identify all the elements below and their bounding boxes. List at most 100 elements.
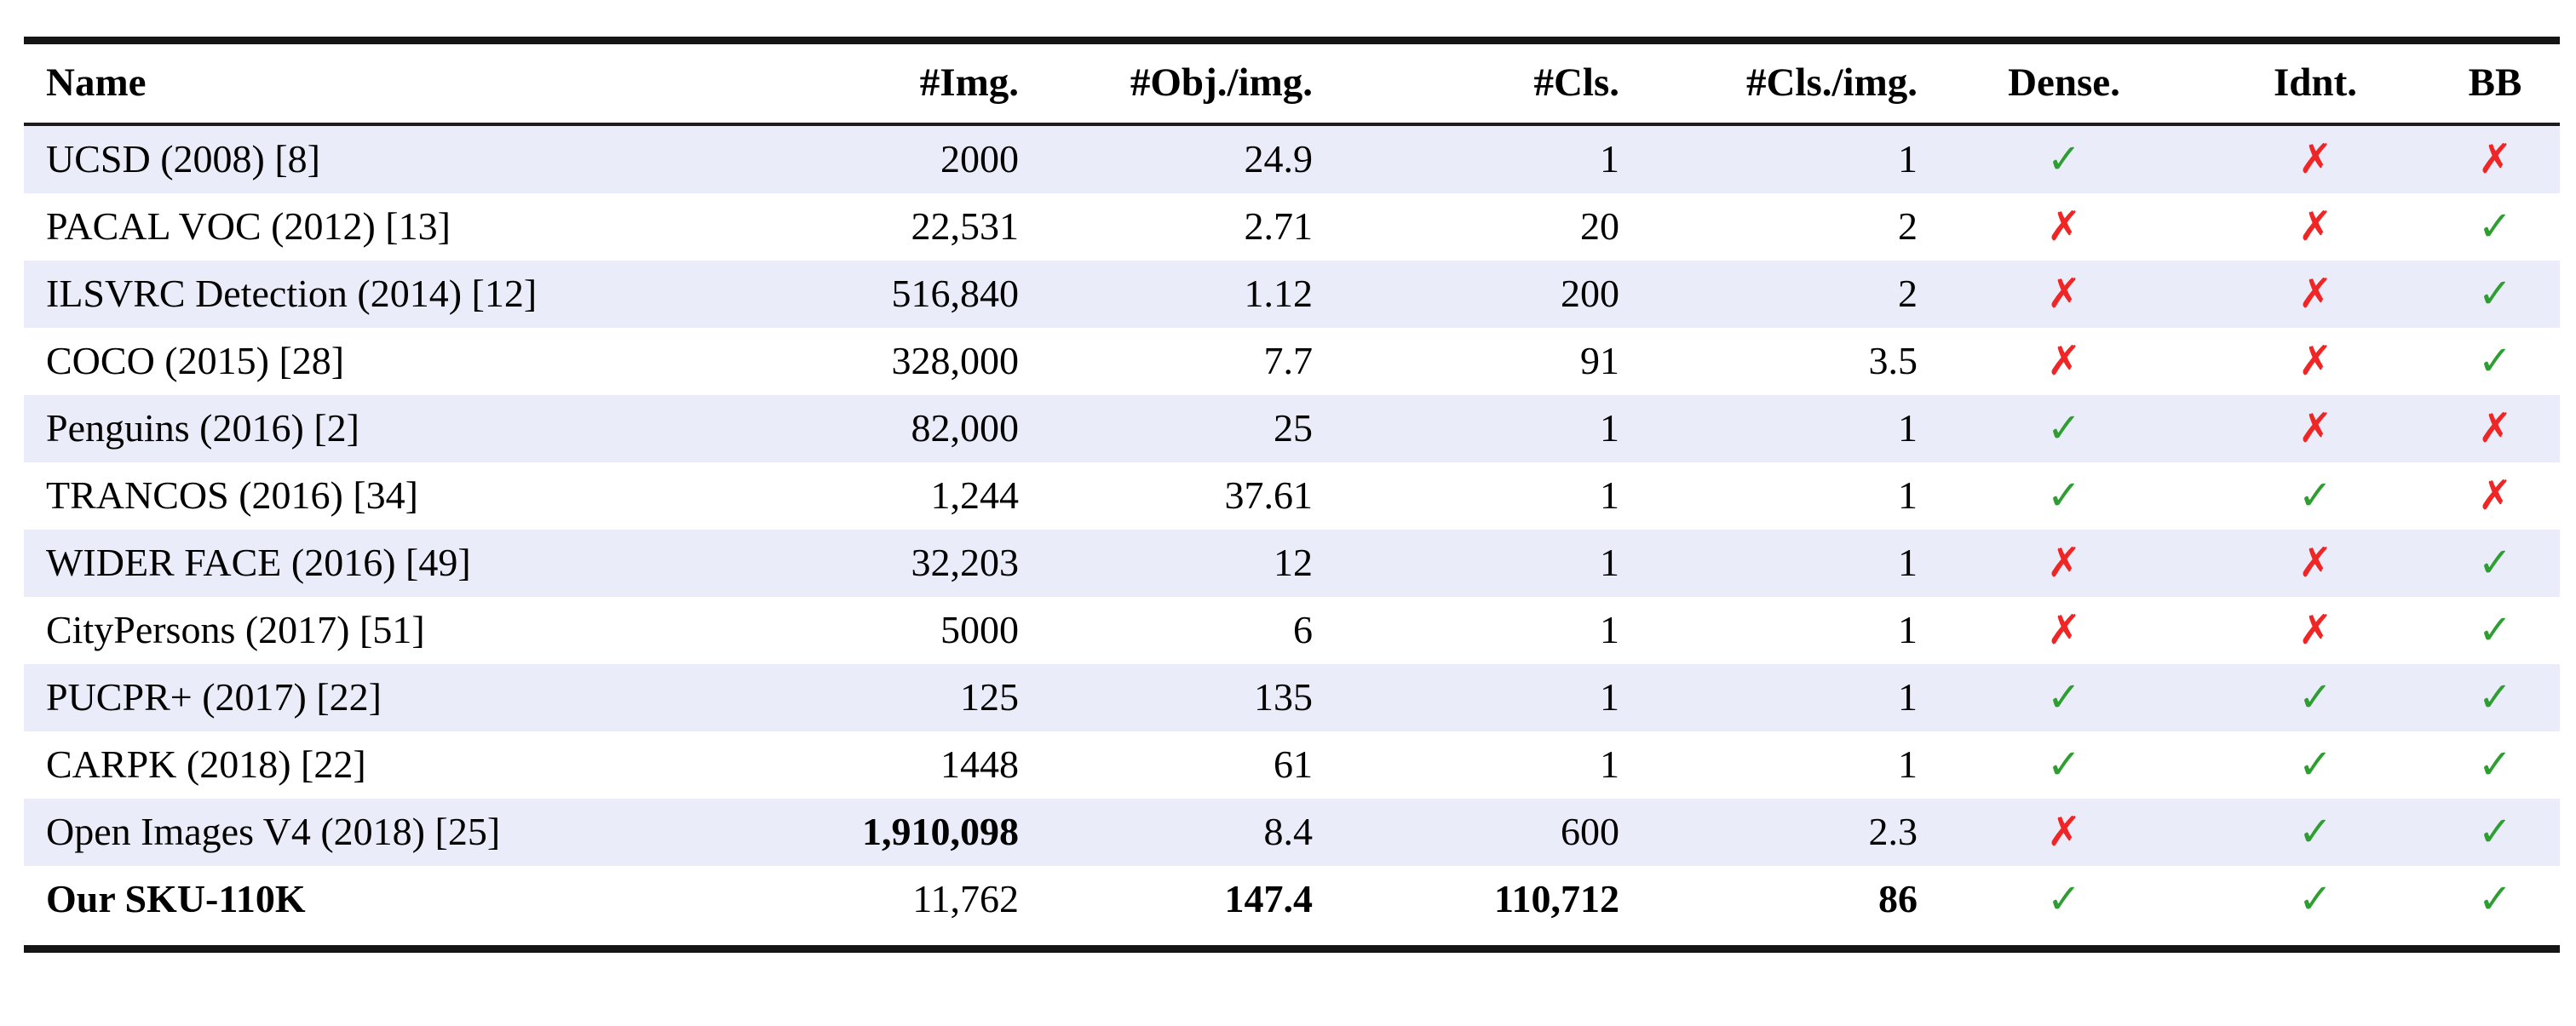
check-icon: ✓ [2477,874,2513,923]
cell-img: 1448 [940,742,1019,787]
cell-cls-per-img: 1 [1898,608,1918,652]
cell-name: Open Images V4 (2018) [25] [46,810,501,854]
check-icon: ✓ [2046,673,2082,721]
cell-idnt: ✗ [2200,530,2430,597]
cross-icon: ✗ [2046,269,2082,318]
cell-img: 32,203 [911,541,1020,585]
cell-cls-per-img: 1 [1898,473,1918,518]
cell-idnt: ✓ [2200,799,2430,866]
cell-cls-per-img: 2.3 [1868,810,1918,854]
cell-cls-per-img: 1 [1898,406,1918,450]
check-icon: ✓ [2477,605,2513,654]
cell-name: Penguins (2016) [2] [46,406,359,450]
check-icon: ✓ [2046,135,2082,183]
check-icon: ✓ [2046,471,2082,519]
column-header-cls: #Cls. [1323,44,1630,126]
column-header-dense: Dense. [1928,44,2200,126]
cell-obj-per-img: 25 [1274,406,1313,450]
cell-img: 516,840 [891,272,1020,316]
cross-icon: ✗ [2046,202,2082,250]
cell-img: 22,531 [911,204,1020,249]
cell-name: PACAL VOC (2012) [13] [46,204,451,249]
cross-icon: ✗ [2297,269,2333,318]
cell-bb: ✗ [2430,395,2560,462]
table-row: PUCPR+ (2017) [22] 125 135 1 1 ✓ ✓ ✓ [24,663,2560,731]
cell-cls-per-img: 1 [1898,541,1918,585]
cell-cls: 1 [1600,608,1619,652]
check-icon: ✓ [2046,740,2082,788]
cell-bb: ✗ [2430,124,2560,193]
cell-idnt: ✗ [2200,124,2430,193]
cell-obj-per-img: 2.71 [1244,204,1314,249]
dataset-comparison-table: Name #Img. #Obj./img. #Cls. #Cls./img. D… [24,37,2560,953]
cell-idnt: ✗ [2200,193,2430,261]
table-row: UCSD (2008) [8] 2000 24.9 1 1 ✓ ✗ ✗ [24,123,2560,193]
check-icon: ✓ [2477,202,2513,250]
cell-img: 11,762 [912,877,1019,921]
cell-idnt: ✗ [2200,597,2430,664]
cell-bb: ✓ [2430,530,2560,597]
cell-cls-per-img: 2 [1898,272,1918,316]
cell-idnt: ✓ [2200,462,2430,530]
column-header-name: Name [24,44,791,126]
cell-dense: ✓ [1928,124,2200,193]
cell-obj-per-img: 24.9 [1244,137,1314,181]
cell-cls: 1 [1600,406,1619,450]
top-rule [24,37,2560,44]
cell-obj-per-img: 135 [1254,675,1313,719]
cell-obj-per-img: 12 [1274,541,1313,585]
check-icon: ✓ [2477,740,2513,788]
cell-bb: ✓ [2430,328,2560,395]
cell-cls: 1 [1600,742,1619,787]
comparison-table: Name #Img. #Obj./img. #Cls. #Cls./img. D… [24,44,2560,933]
cell-bb: ✓ [2430,799,2560,866]
cell-cls: 110,712 [1494,877,1619,921]
check-icon: ✓ [2477,336,2513,385]
check-icon: ✓ [2046,874,2082,923]
cell-name: CARPK (2018) [22] [46,742,366,787]
cell-cls: 600 [1561,810,1619,854]
cell-cls: 1 [1600,137,1619,181]
check-icon: ✓ [2477,673,2513,721]
cell-dense: ✓ [1928,866,2200,933]
cell-cls: 1 [1600,675,1619,719]
cell-dense: ✗ [1928,597,2200,664]
cell-cls: 1 [1600,541,1619,585]
cross-icon: ✗ [2046,807,2082,856]
check-icon: ✓ [2297,807,2333,856]
cross-icon: ✗ [2297,336,2333,385]
cross-icon: ✗ [2297,404,2333,452]
table-row: CityPersons (2017) [51] 5000 6 1 1 ✗ ✗ ✓ [24,597,2560,664]
check-icon: ✓ [2297,471,2333,519]
check-icon: ✓ [2477,269,2513,318]
cross-icon: ✗ [2297,538,2333,587]
cell-cls-per-img: 1 [1898,675,1918,719]
cell-img: 5000 [940,608,1019,652]
cell-bb: ✓ [2430,261,2560,328]
table-row: WIDER FACE (2016) [49] 32,203 12 1 1 ✗ ✗ ✓ [24,529,2560,597]
cell-bb: ✓ [2430,193,2560,261]
cell-cls-per-img: 3.5 [1868,339,1918,383]
column-header-img: #Img. [791,44,1029,126]
cross-icon: ✗ [2477,404,2513,452]
bottom-rule [24,944,2560,953]
cell-cls-per-img: 86 [1878,877,1918,921]
check-icon: ✓ [2477,807,2513,856]
cell-img: 1,244 [930,473,1020,518]
cell-idnt: ✓ [2200,664,2430,731]
cell-name: WIDER FACE (2016) [49] [46,541,471,585]
cell-cls: 20 [1580,204,1619,249]
cell-bb: ✓ [2430,731,2560,799]
cell-idnt: ✗ [2200,395,2430,462]
cell-dense: ✓ [1928,462,2200,530]
cross-icon: ✗ [2477,471,2513,519]
check-icon: ✓ [2297,740,2333,788]
cell-obj-per-img: 8.4 [1263,810,1314,854]
table-header-row: Name #Img. #Obj./img. #Cls. #Cls./img. D… [24,44,2560,126]
cell-name: TRANCOS (2016) [34] [46,473,418,518]
cross-icon: ✗ [2046,538,2082,587]
table-row: Our SKU-110K 11,762 147.4 110,712 86 ✓ ✓ ✓ [24,866,2560,933]
cell-dense: ✓ [1928,395,2200,462]
cell-cls-per-img: 1 [1898,137,1918,181]
table-row: Penguins (2016) [2] 82,000 25 1 1 ✓ ✗ ✗ [24,394,2560,462]
